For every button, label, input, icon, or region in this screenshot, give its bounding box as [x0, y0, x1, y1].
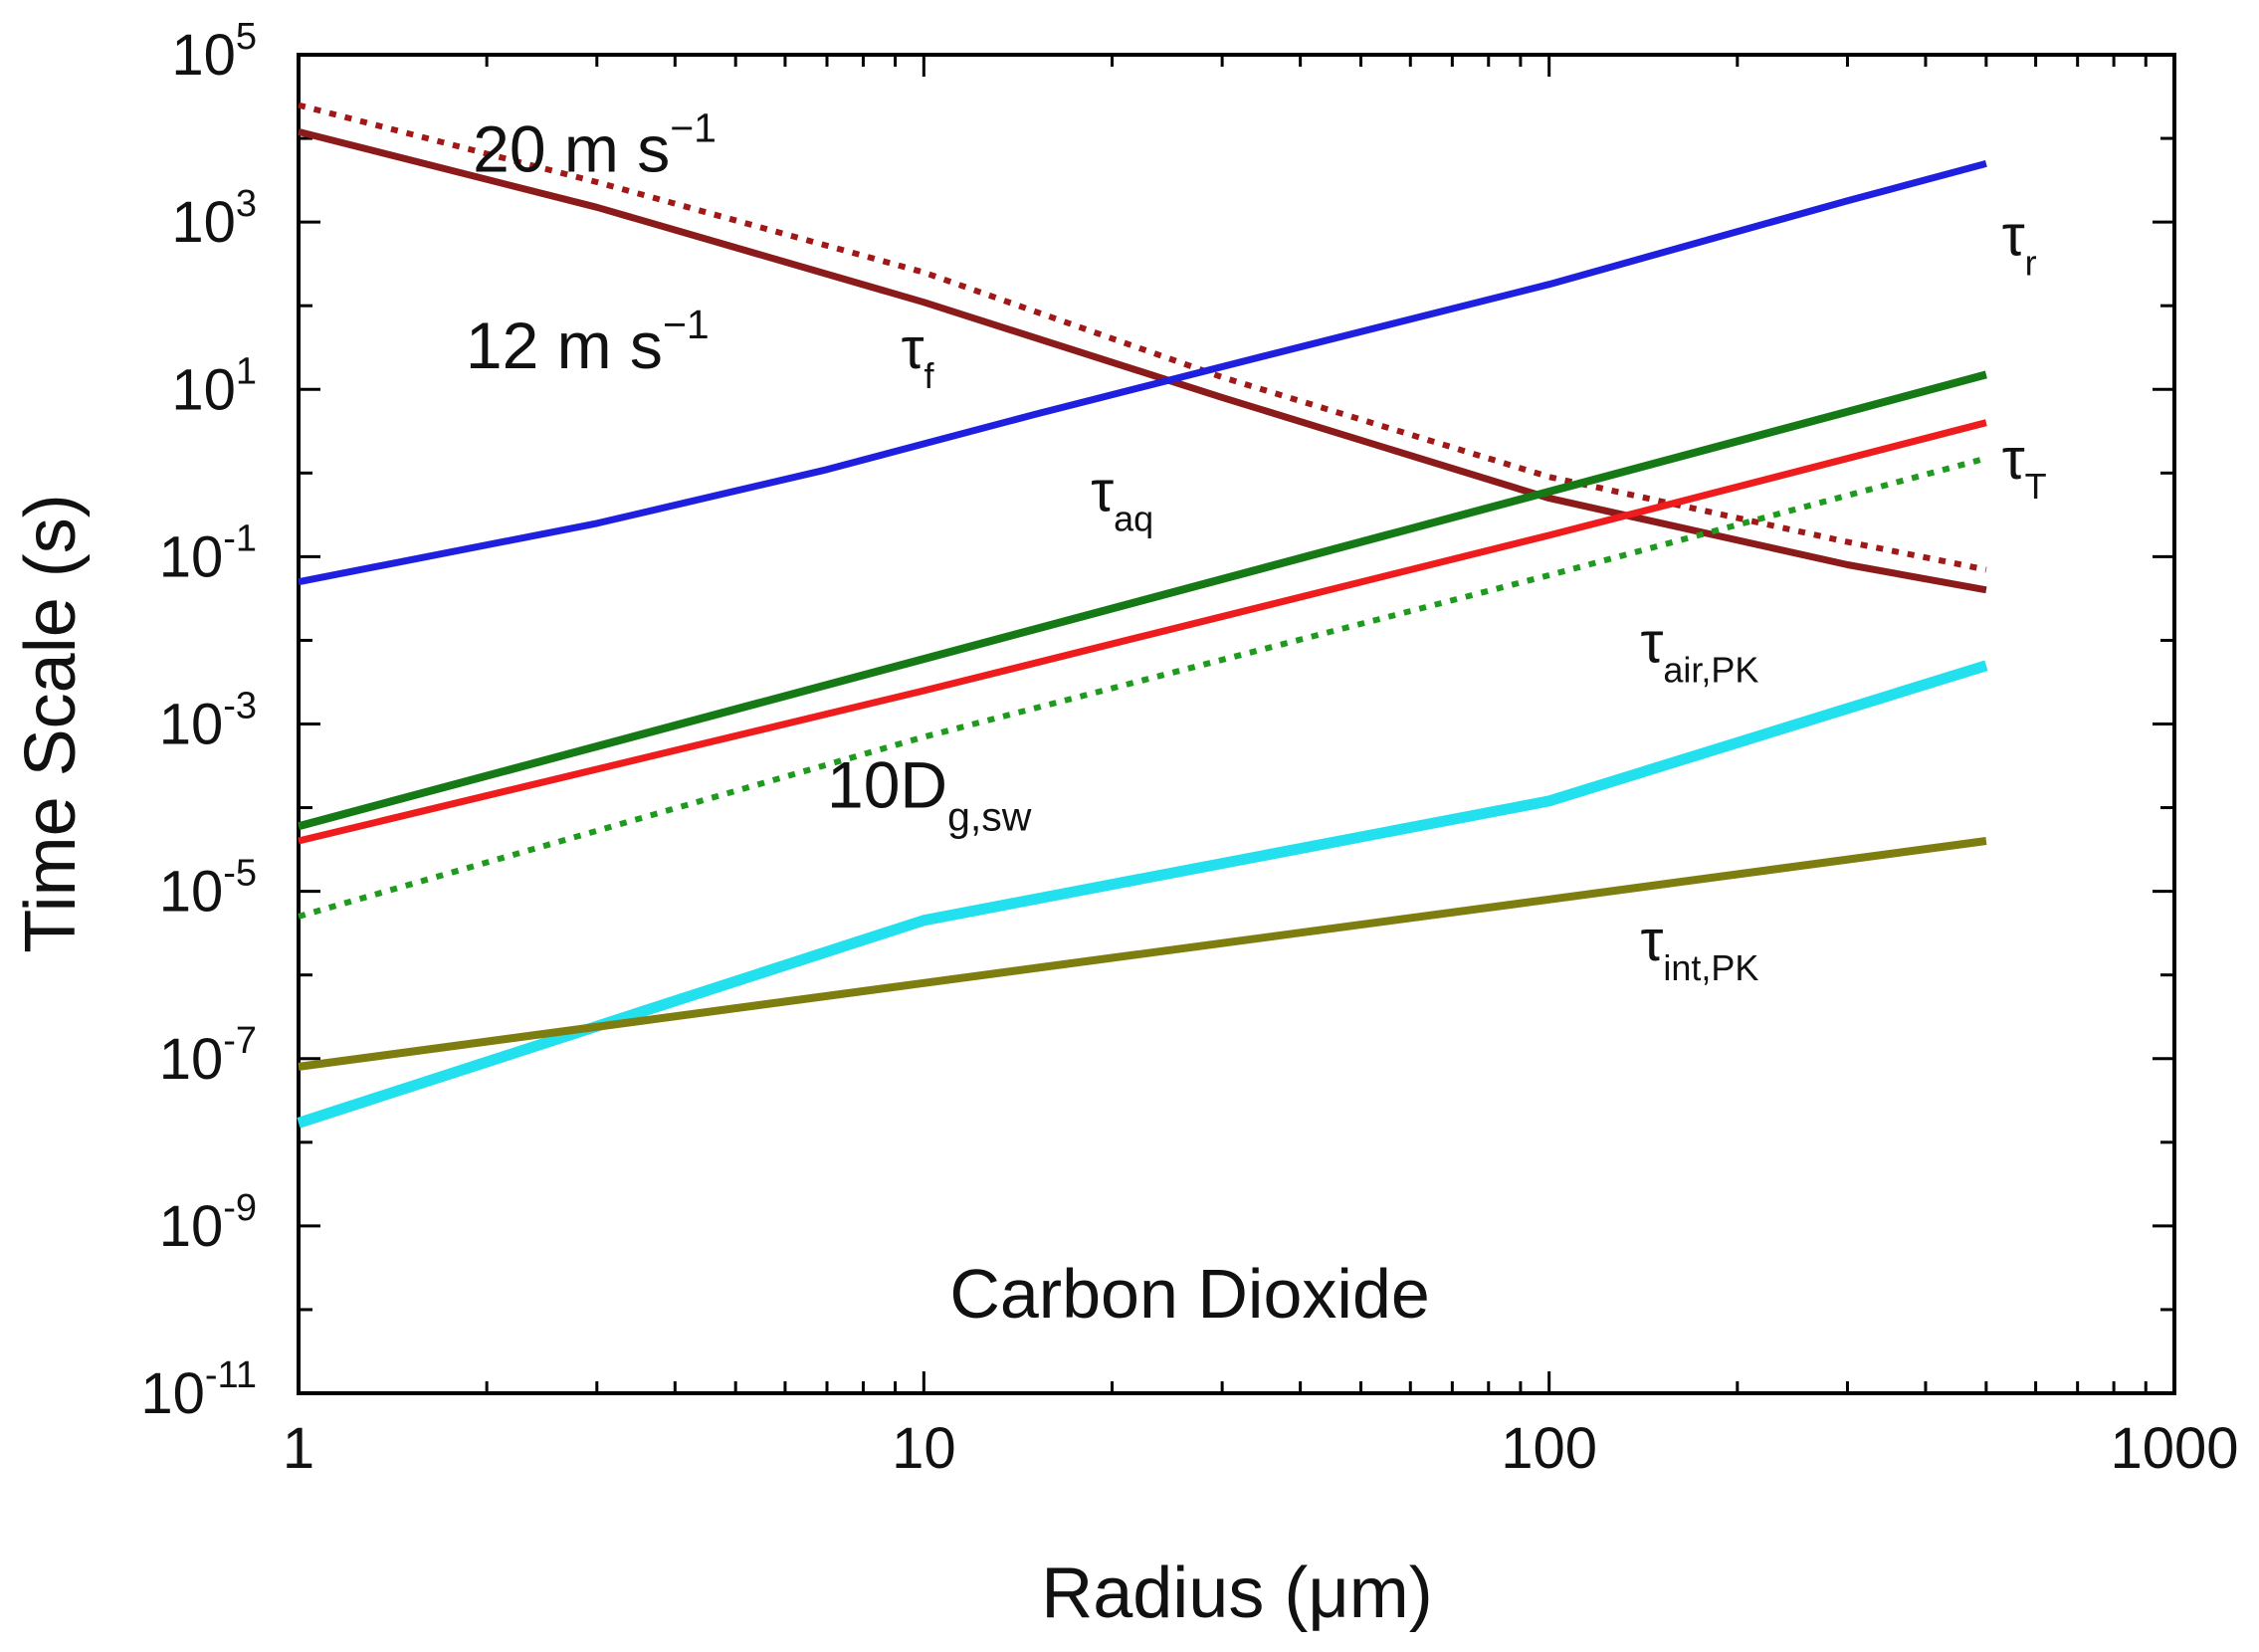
label-tau-f: τf: [902, 316, 935, 396]
y-tick-label: 10-1: [159, 517, 257, 589]
y-tick-label: 10-9: [159, 1187, 257, 1259]
series-line-tau-int-pk: [298, 837, 1987, 1071]
plot-frame: [297, 53, 2176, 1395]
label-12ms: 12 m s−1: [466, 302, 710, 382]
label-20ms: 20 m s−1: [473, 105, 717, 186]
x-tick-label: 1: [283, 1416, 314, 1481]
y-tick-label: 101: [171, 350, 257, 422]
x-axis-title: Radius (μm): [1041, 1553, 1433, 1633]
series-line-10d-g-sw: [298, 455, 1987, 920]
series-group: [297, 102, 1988, 1129]
label-tau-air-pk: τair,PK: [1640, 610, 1758, 690]
series-line-tau-r: [298, 160, 1987, 586]
series-line-tau-f-12: [298, 128, 1987, 594]
axis-ticks: [297, 53, 2174, 1395]
series-line-tau-t: [298, 419, 1987, 845]
tick-labels: 1 10 100 1000 10-11 10-9 10-7 10-5 10-3 10-1 101 10…: [140, 16, 2238, 1481]
y-axis-title: Time Scale (s): [11, 494, 91, 952]
label-tau-r: τr: [2002, 204, 2037, 284]
label-tau-aq: τaq: [1091, 460, 1153, 539]
x-tick-label: 1000: [2110, 1416, 2238, 1481]
y-tick-label: 10-11: [140, 1354, 257, 1426]
y-tick-label: 10-3: [159, 686, 257, 757]
x-tick-label: 10: [892, 1416, 956, 1481]
y-tick-label: 105: [171, 16, 257, 88]
series-line-tau-f-20: [298, 102, 1987, 573]
series-line-tau-aq: [297, 370, 1987, 831]
label-tau-T: τT: [2002, 427, 2047, 507]
series-line-tau-air-pk: [297, 660, 1988, 1129]
x-tick-label: 100: [1501, 1416, 1597, 1481]
label-tau-int-pk: τint,PK: [1640, 909, 1758, 988]
y-tick-label: 10-7: [159, 1020, 257, 1092]
y-tick-label: 103: [171, 183, 257, 255]
y-tick-label: 10-5: [159, 853, 257, 925]
label-10Dgsw: 10Dg,sw: [827, 748, 1032, 840]
label-carbon-dioxide: Carbon Dioxide: [949, 1255, 1429, 1333]
annotations: 20 m s−1 12 m s−1 τf τr τT τaq 10Dg,sw τair,PK τ…: [466, 105, 2047, 1334]
